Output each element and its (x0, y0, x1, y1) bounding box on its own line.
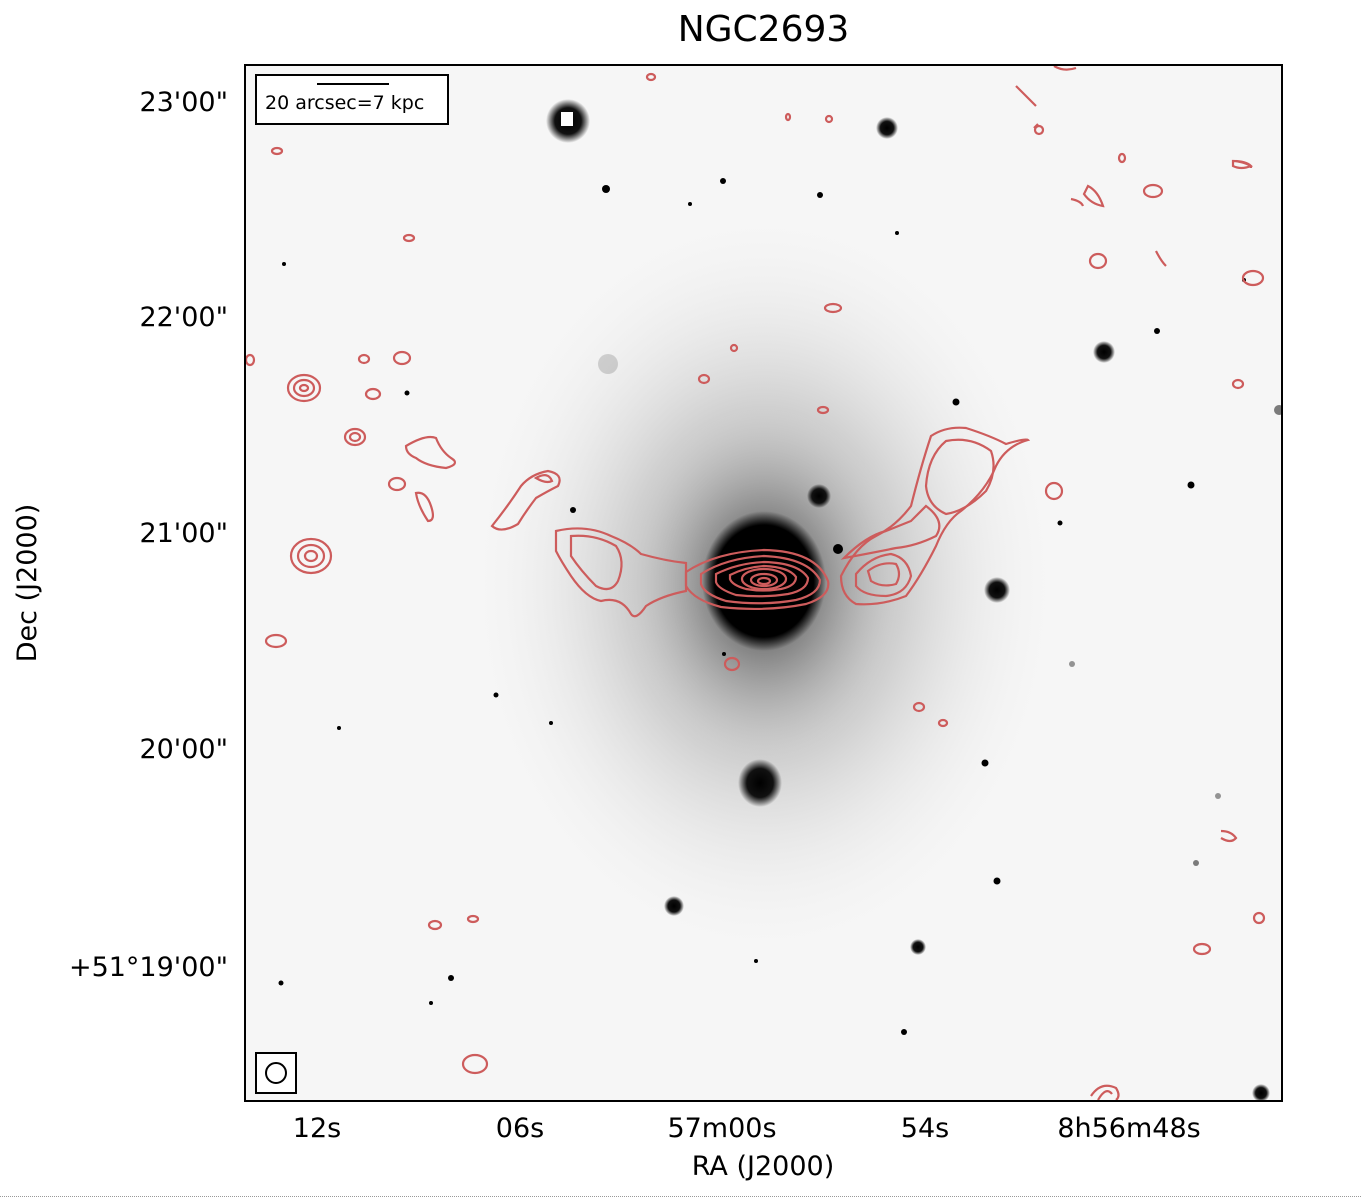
star (1093, 341, 1115, 363)
sky-image (246, 66, 1281, 1100)
star (910, 939, 926, 955)
galaxy-core (702, 511, 826, 651)
star (598, 354, 618, 374)
faint-sources (278, 178, 1281, 1035)
star (807, 484, 831, 508)
scale-bar-label: 20 arcsec=7 kpc (265, 92, 425, 114)
beam-ellipse (265, 1062, 287, 1084)
scale-bar-box: 20 arcsec=7 kpc (255, 74, 449, 125)
image-panel: 20 arcsec=7 kpc (244, 64, 1283, 1102)
star (1252, 1084, 1270, 1100)
x-tick-label: 54s (900, 1113, 950, 1144)
star (876, 117, 898, 139)
companion-galaxy (738, 759, 782, 807)
y-tick-label: 21'00" (139, 518, 228, 549)
x-tick-label: 57m00s (667, 1113, 777, 1144)
y-tick-label: 22'00" (139, 302, 228, 333)
y-tick-label: 20'00" (139, 734, 228, 765)
bottom-rule (0, 1196, 1361, 1197)
x-axis-label: RA (J2000) (691, 1151, 835, 1182)
figure-title: NGC2693 (677, 9, 850, 50)
x-tick-label: 8h56m48s (1057, 1113, 1201, 1144)
scale-bar-line (317, 83, 389, 85)
saturated-core (561, 112, 573, 126)
radio-contours (246, 66, 1266, 1100)
beam-marker-box (255, 1052, 297, 1094)
y-tick-label: 23'00" (139, 87, 228, 118)
y-tick-label: +51°19'00" (68, 952, 228, 983)
star (984, 577, 1010, 603)
y-axis-label: Dec (J2000) (12, 503, 43, 663)
star (664, 896, 684, 916)
star (833, 544, 843, 554)
x-tick-label: 06s (495, 1113, 545, 1144)
x-tick-label: 12s (292, 1113, 342, 1144)
